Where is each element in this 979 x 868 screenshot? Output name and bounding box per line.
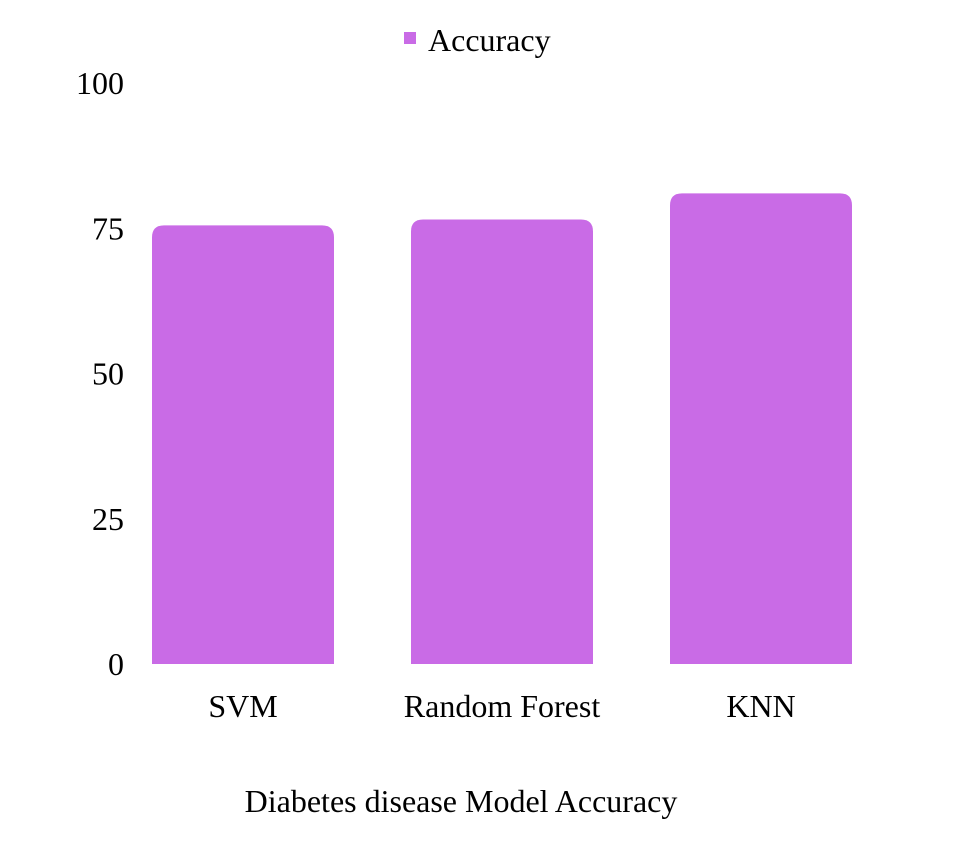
x-tick-label-knn: KNN xyxy=(726,688,795,724)
bars xyxy=(152,193,852,664)
y-tick-label-50: 50 xyxy=(92,356,124,392)
legend-label-accuracy: Accuracy xyxy=(428,22,551,58)
bar-svm xyxy=(152,225,334,664)
bar-knn xyxy=(670,193,852,664)
y-tick-label-0: 0 xyxy=(108,646,124,682)
legend: Accuracy xyxy=(404,22,551,58)
x-tick-label-svm: SVM xyxy=(208,688,277,724)
x-axis-title: Diabetes disease Model Accuracy xyxy=(245,783,678,819)
y-axis-tick-labels: 0 25 50 75 100 xyxy=(76,65,124,682)
legend-swatch-accuracy xyxy=(404,32,416,44)
y-tick-label-25: 25 xyxy=(92,501,124,537)
x-axis-category-labels: SVM Random Forest KNN xyxy=(208,688,795,724)
bar-random-forest xyxy=(411,219,593,664)
y-tick-label-75: 75 xyxy=(92,210,124,246)
x-tick-label-random-forest: Random Forest xyxy=(404,688,601,724)
y-tick-label-100: 100 xyxy=(76,65,124,101)
